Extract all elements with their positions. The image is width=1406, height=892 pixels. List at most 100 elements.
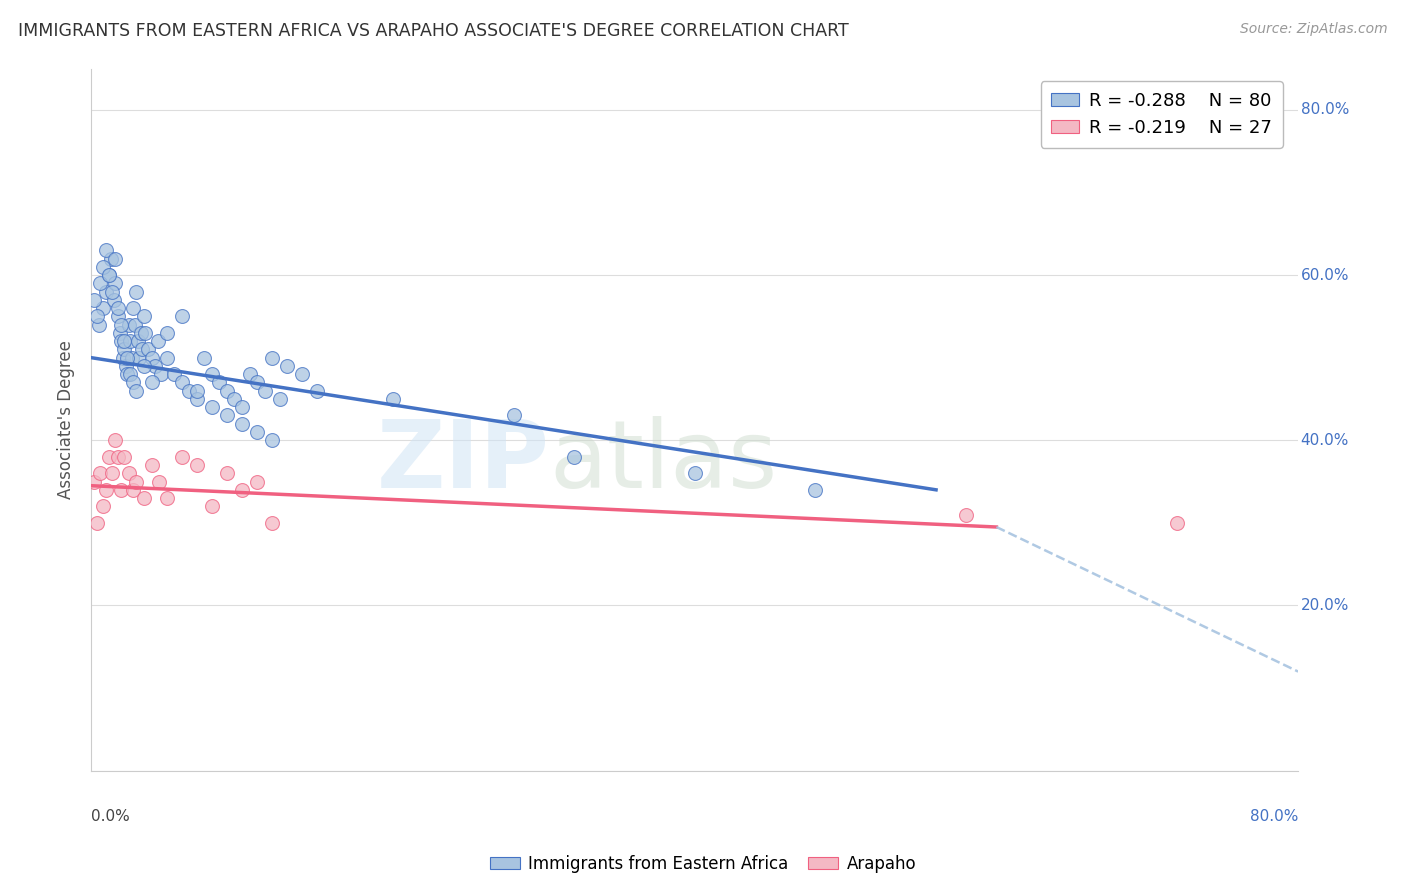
Point (307, 384, 329, 398)
Text: 40.0%: 40.0% (1301, 433, 1348, 448)
Point (124, 318, 146, 332)
Text: atlas: atlas (550, 416, 778, 508)
Point (101, 285, 124, 299)
Point (96, 285, 118, 299)
Point (129, 326, 152, 340)
Point (193, 351, 215, 365)
Point (108, 326, 131, 340)
Point (83, 293, 105, 307)
Point (127, 334, 149, 348)
Point (683, 467, 706, 481)
Text: 0.0%: 0.0% (91, 809, 129, 824)
Text: ZIP: ZIP (377, 416, 550, 508)
Point (141, 458, 163, 472)
Point (111, 351, 134, 365)
Point (269, 392, 291, 406)
Text: 80.0%: 80.0% (1301, 103, 1348, 118)
Point (103, 293, 125, 307)
Point (112, 450, 135, 464)
Point (955, 508, 977, 522)
Point (118, 318, 141, 332)
Point (112, 343, 135, 357)
Point (224, 392, 246, 406)
Text: Source: ZipAtlas.com: Source: ZipAtlas.com (1240, 22, 1388, 37)
Point (146, 334, 169, 348)
Point (215, 467, 238, 481)
Legend: R = -0.288    N = 80, R = -0.219    N = 27: R = -0.288 N = 80, R = -0.219 N = 27 (1040, 81, 1284, 148)
Point (262, 351, 284, 365)
Point (170, 310, 193, 324)
Point (96, 483, 118, 497)
Point (262, 516, 284, 530)
Point (104, 434, 127, 448)
Point (125, 285, 148, 299)
Point (262, 434, 284, 448)
Point (246, 425, 269, 439)
Point (246, 475, 269, 489)
Point (141, 351, 163, 365)
Point (125, 384, 148, 398)
Point (804, 483, 827, 497)
Point (143, 359, 166, 373)
Point (132, 491, 155, 505)
Point (179, 384, 201, 398)
Point (155, 491, 177, 505)
Point (101, 467, 124, 481)
Point (170, 376, 193, 390)
Point (186, 384, 208, 398)
Point (121, 351, 143, 365)
Point (231, 483, 253, 497)
Point (98, 268, 121, 282)
Point (91, 260, 114, 274)
Point (122, 376, 145, 390)
Point (107, 450, 129, 464)
Point (98, 450, 121, 464)
Point (120, 367, 142, 381)
Point (86, 516, 108, 530)
Point (112, 334, 135, 348)
Point (132, 310, 155, 324)
Point (128, 351, 150, 365)
Point (381, 392, 404, 406)
Y-axis label: Associate's Degree: Associate's Degree (58, 340, 75, 499)
Text: 80.0%: 80.0% (1250, 809, 1298, 824)
Point (98, 268, 121, 282)
Point (215, 409, 238, 423)
Point (131, 343, 153, 357)
Point (186, 458, 208, 472)
Point (104, 277, 127, 291)
Point (1166, 516, 1188, 530)
Point (107, 301, 129, 315)
Point (163, 367, 186, 381)
Point (155, 326, 177, 340)
Point (208, 376, 231, 390)
Point (562, 450, 585, 464)
Point (155, 351, 177, 365)
Point (134, 326, 156, 340)
Point (117, 367, 139, 381)
Point (96, 244, 118, 258)
Point (89, 277, 111, 291)
Point (170, 450, 193, 464)
Point (117, 351, 139, 365)
Point (107, 310, 129, 324)
Point (118, 467, 141, 481)
Point (231, 417, 253, 431)
Point (138, 343, 160, 357)
Point (132, 359, 155, 373)
Point (502, 409, 524, 423)
Text: IMMIGRANTS FROM EASTERN AFRICA VS ARAPAHO ASSOCIATE'S DEGREE CORRELATION CHART: IMMIGRANTS FROM EASTERN AFRICA VS ARAPAH… (18, 22, 849, 40)
Point (186, 392, 208, 406)
Point (201, 401, 224, 415)
Point (89, 467, 111, 481)
Point (110, 483, 132, 497)
Point (276, 359, 298, 373)
Point (100, 252, 122, 266)
Point (253, 384, 276, 398)
Point (110, 318, 132, 332)
Point (148, 475, 170, 489)
Point (91, 500, 114, 514)
Point (246, 376, 269, 390)
Point (122, 301, 145, 315)
Text: 20.0%: 20.0% (1301, 598, 1348, 613)
